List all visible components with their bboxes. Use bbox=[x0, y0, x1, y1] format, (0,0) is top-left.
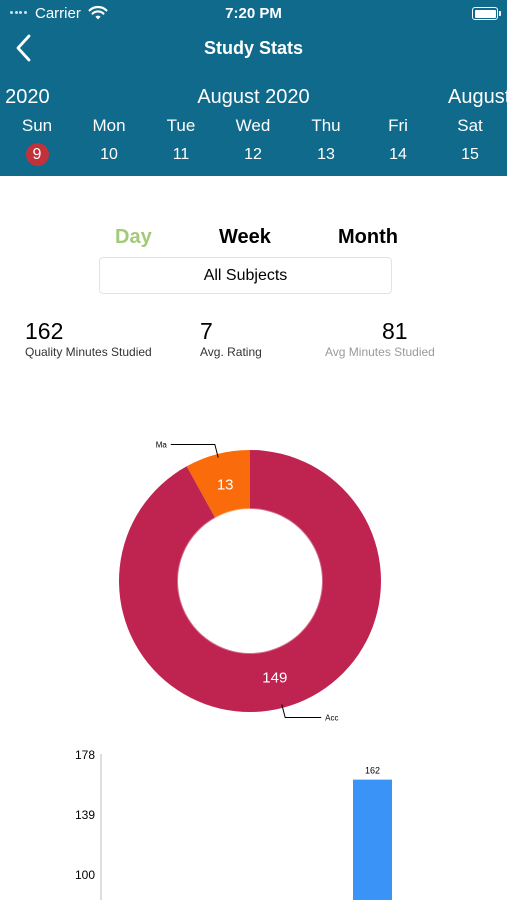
day-number: 15 bbox=[461, 146, 479, 163]
bar bbox=[353, 779, 392, 900]
donut-slice-ma bbox=[186, 450, 250, 518]
header: Carrier 7:20 PM Study Stats t 2020 Augus… bbox=[0, 0, 507, 176]
subject-donut-chart: 13 Ma 149 Acc bbox=[118, 440, 381, 723]
y-tick-label: 139 bbox=[75, 808, 95, 822]
tab-day[interactable]: Day bbox=[115, 226, 152, 248]
day-cell-thu[interactable]: Thu 13 bbox=[296, 116, 356, 166]
day-cell-mon[interactable]: Mon 10 bbox=[79, 116, 139, 166]
day-cell-sun[interactable]: Sun 9 bbox=[7, 116, 67, 166]
day-cell-fri[interactable]: Fri 14 bbox=[368, 116, 428, 166]
day-cell-tue[interactable]: Tue 11 bbox=[151, 116, 211, 166]
month-label-next: August bbox=[448, 86, 507, 108]
battery-icon bbox=[472, 7, 501, 20]
day-cell-sat[interactable]: Sat 15 bbox=[440, 116, 500, 166]
wifi-icon bbox=[88, 5, 108, 20]
quality-minutes-label: Quality Minutes Studied bbox=[25, 345, 152, 359]
status-time: 7:20 PM bbox=[225, 5, 282, 22]
y-tick-label: 100 bbox=[75, 868, 95, 882]
day-number-selected: 9 bbox=[25, 143, 49, 166]
day-name: Sat bbox=[457, 116, 483, 135]
day-number: 10 bbox=[100, 146, 118, 163]
subject-filter-select[interactable]: All Subjects bbox=[99, 257, 392, 294]
avg-rating-value: 7 bbox=[200, 318, 213, 344]
day-name: Tue bbox=[166, 116, 196, 135]
page-title: Study Stats bbox=[203, 38, 304, 58]
quality-minutes-value: 162 bbox=[25, 318, 64, 344]
tab-week[interactable]: Week bbox=[219, 226, 271, 248]
donut-slice-acc bbox=[118, 450, 381, 712]
day-name: Thu bbox=[311, 116, 341, 135]
day-cell-wed[interactable]: Wed 12 bbox=[223, 116, 283, 166]
tab-month[interactable]: Month bbox=[338, 226, 398, 248]
signal-icon bbox=[10, 11, 32, 17]
day-name: Mon bbox=[92, 116, 126, 135]
avg-minutes-value: 81 bbox=[382, 318, 408, 344]
day-number: 11 bbox=[172, 146, 190, 163]
day-name: Wed bbox=[235, 116, 271, 135]
day-name: Sun bbox=[21, 116, 53, 135]
donut-value-label: 13 bbox=[217, 477, 234, 494]
back-chevron-icon[interactable] bbox=[12, 32, 36, 66]
bar-value-label: 162 bbox=[365, 766, 380, 776]
donut-value-label: 149 bbox=[262, 669, 287, 686]
status-bar: Carrier 7:20 PM bbox=[0, 0, 507, 28]
day-number: 13 bbox=[317, 146, 335, 163]
donut-hole bbox=[185, 516, 315, 646]
day-number: 14 bbox=[389, 146, 407, 163]
avg-minutes-label: Avg Minutes Studied bbox=[325, 345, 435, 359]
donut-slice-label: Ma bbox=[156, 440, 168, 449]
y-tick-label: 178 bbox=[75, 748, 95, 762]
day-number: 12 bbox=[244, 146, 262, 163]
donut-leader-line bbox=[281, 704, 322, 719]
month-label-current: August 2020 bbox=[197, 86, 310, 108]
donut-leader-line bbox=[170, 443, 219, 458]
donut-inner-ring bbox=[177, 508, 323, 654]
carrier-label: Carrier bbox=[35, 5, 81, 22]
month-label-prev: t 2020 bbox=[0, 86, 50, 108]
day-name: Fri bbox=[388, 116, 408, 135]
donut-slice-label: Acc bbox=[325, 714, 338, 723]
minutes-bar-chart: 178 139 100 162 bbox=[75, 748, 392, 900]
avg-rating-label: Avg. Rating bbox=[200, 345, 262, 359]
